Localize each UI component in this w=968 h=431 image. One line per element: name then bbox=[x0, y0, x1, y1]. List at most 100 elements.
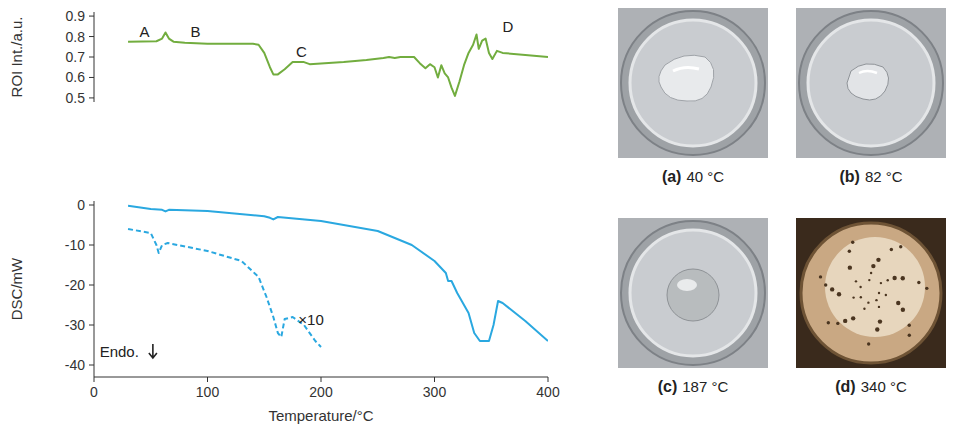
y-tick-label: -30 bbox=[65, 317, 85, 333]
y-tick bbox=[89, 325, 94, 326]
pan-rim bbox=[799, 221, 943, 365]
y-tick bbox=[89, 36, 94, 37]
x-tick bbox=[94, 377, 95, 382]
y-tick-label: 0.8 bbox=[66, 29, 86, 45]
y-tick-label: -10 bbox=[65, 237, 85, 253]
speck bbox=[852, 296, 854, 298]
photo-ground bbox=[618, 218, 768, 368]
speck bbox=[855, 280, 857, 282]
photo-ground bbox=[796, 218, 946, 368]
speck bbox=[871, 264, 875, 268]
photo-caption: (a)40 °C bbox=[662, 168, 724, 185]
y-axis-line bbox=[94, 201, 95, 377]
y-tick-label: 0.7 bbox=[66, 49, 86, 65]
photo bbox=[796, 8, 946, 158]
x-tick-label: 0 bbox=[90, 384, 98, 400]
photo bbox=[618, 8, 768, 158]
pan-floor bbox=[630, 20, 756, 146]
sample bbox=[659, 55, 714, 101]
y-tick-label: 0.6 bbox=[66, 69, 86, 85]
sample-highlight bbox=[825, 237, 925, 337]
speck bbox=[892, 276, 896, 280]
photo-caption: (c)187 °C bbox=[658, 378, 729, 395]
y-tick bbox=[89, 77, 94, 78]
speck bbox=[878, 292, 880, 294]
x-tick-label: 100 bbox=[196, 384, 220, 400]
photo-caption: (d) 340 °C bbox=[835, 378, 907, 395]
photo-temperature: 40 °C bbox=[686, 168, 724, 185]
photo-ground bbox=[796, 218, 946, 368]
pan-floor bbox=[808, 20, 934, 146]
photo-caption: (b)82 °C bbox=[839, 168, 902, 185]
speck bbox=[851, 316, 855, 320]
speck bbox=[876, 258, 880, 262]
y-tick bbox=[89, 285, 94, 286]
annotation: Endo. bbox=[100, 343, 139, 360]
photo-label: (d) bbox=[835, 378, 855, 395]
speck bbox=[848, 250, 851, 253]
photo-temperature: 340 °C bbox=[861, 378, 907, 395]
series-line bbox=[128, 206, 548, 341]
sample-shine bbox=[677, 279, 697, 291]
photo-label: (a) bbox=[662, 168, 682, 185]
annotation: D bbox=[503, 18, 514, 35]
x-axis-title: Temperature/°C bbox=[268, 407, 373, 424]
x-tick bbox=[207, 377, 208, 382]
speck bbox=[875, 327, 879, 331]
speck bbox=[875, 299, 877, 301]
x-tick bbox=[321, 377, 322, 382]
speck bbox=[848, 265, 852, 269]
speck bbox=[863, 307, 865, 309]
speck bbox=[830, 287, 834, 291]
speck bbox=[860, 296, 862, 298]
photo-temperature: 187 °C bbox=[682, 378, 728, 395]
speck bbox=[843, 319, 847, 323]
photo-label: (c) bbox=[658, 378, 678, 395]
sample-shine bbox=[673, 67, 699, 71]
x-tick-label: 200 bbox=[309, 384, 333, 400]
speck bbox=[868, 279, 870, 281]
y-tick bbox=[89, 245, 94, 246]
speck bbox=[859, 286, 861, 288]
y-tick bbox=[89, 97, 94, 98]
speck bbox=[896, 301, 900, 305]
photo bbox=[618, 218, 768, 368]
annotation: ×10 bbox=[298, 311, 323, 328]
series-line bbox=[128, 32, 548, 95]
annotation: A bbox=[139, 23, 149, 40]
y-axis-title: DSC/mW bbox=[8, 257, 25, 320]
speck bbox=[836, 322, 839, 325]
y-tick-label: -20 bbox=[65, 277, 85, 293]
photo bbox=[796, 218, 946, 368]
x-tick-label: 400 bbox=[536, 384, 560, 400]
sample bbox=[847, 64, 889, 100]
speck bbox=[878, 306, 880, 308]
annotation: B bbox=[190, 23, 200, 40]
plot-area bbox=[128, 32, 548, 95]
pan-rim bbox=[799, 11, 943, 155]
speck bbox=[837, 292, 841, 296]
y-tick-label: 0.9 bbox=[66, 8, 86, 24]
speck bbox=[880, 282, 882, 284]
x-tick-label: 300 bbox=[423, 384, 447, 400]
x-tick bbox=[548, 377, 549, 382]
speck bbox=[870, 272, 872, 274]
endo-arrow bbox=[149, 344, 157, 358]
sample bbox=[667, 269, 719, 321]
y-tick bbox=[89, 365, 94, 366]
y-tick-label: 0 bbox=[77, 197, 85, 213]
pan-floor bbox=[630, 230, 756, 356]
speck bbox=[901, 276, 905, 280]
y-tick bbox=[89, 16, 94, 17]
series-line bbox=[128, 229, 321, 347]
speck bbox=[867, 301, 869, 303]
sample bbox=[801, 223, 941, 363]
speck bbox=[925, 287, 928, 290]
speck bbox=[824, 283, 827, 286]
speck bbox=[851, 240, 854, 243]
plot-area bbox=[128, 206, 548, 347]
y-tick bbox=[89, 205, 94, 206]
y-axis-title: ROI Int./a.u. bbox=[8, 17, 25, 98]
photo-label: (b) bbox=[839, 168, 859, 185]
speck bbox=[908, 334, 911, 337]
